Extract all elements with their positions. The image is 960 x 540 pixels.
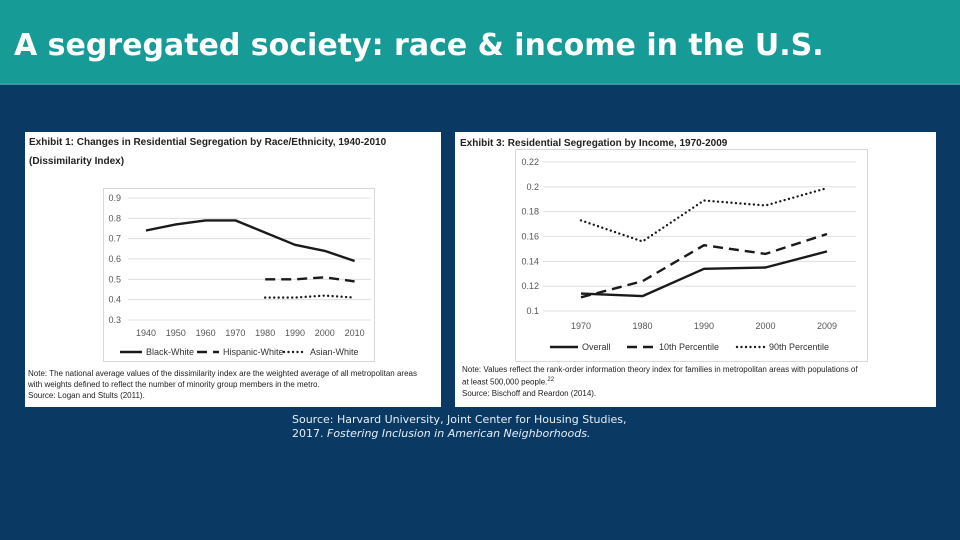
exhibit1-x-tick-label: 2000 xyxy=(315,328,335,338)
exhibit3-y-tick-label: 0.14 xyxy=(521,256,539,266)
exhibit1-note-line2: with weights defined to reflect the numb… xyxy=(28,380,320,389)
slide-source: Source: Harvard University, Joint Center… xyxy=(292,413,692,441)
exhibit1-x-tick-label: 1960 xyxy=(196,328,216,338)
exhibit1-series-black-white-line xyxy=(145,219,355,263)
exhibit1-note-source: Source: Logan and Stults (2011). xyxy=(28,391,145,400)
exhibit1-note: Note: The national average values of the… xyxy=(28,368,438,401)
exhibit3-note-line2-text: at least 500,000 people. xyxy=(462,377,548,387)
exhibit1-x-tick-label: 1990 xyxy=(285,328,305,338)
exhibit3-y-tick-label: 0.1 xyxy=(526,306,539,316)
source-line2: 2017. Fostering Inclusion in American Ne… xyxy=(292,427,692,441)
exhibit3-note-line1: Note: Values reflect the rank-order info… xyxy=(462,365,858,374)
exhibit3-y-tick-label: 0.2 xyxy=(526,182,539,192)
source-year: 2017. xyxy=(292,427,327,440)
exhibit1-y-tick-label: 0.5 xyxy=(108,274,121,284)
exhibit3-note-source: Source: Bischoff and Reardon (2014). xyxy=(462,388,597,398)
exhibit1-title: Exhibit 1: Changes in Residential Segreg… xyxy=(29,137,387,167)
exhibit1-y-tick-label: 0.4 xyxy=(108,295,121,305)
source-line1: Source: Harvard University, Joint Center… xyxy=(292,413,627,426)
exhibit3-legend-label-overall: Overall xyxy=(582,342,611,352)
exhibit3-y-tick-label: 0.22 xyxy=(521,157,539,167)
exhibit3-series-10th-percentile-line xyxy=(580,232,828,299)
exhibit1-note-line1: Note: The national average values of the… xyxy=(28,369,417,378)
exhibit1-x-tick-label: 1940 xyxy=(136,328,156,338)
exhibit3-x-tick-label: 1990 xyxy=(694,321,714,331)
exhibit3-y-tick-label: 0.18 xyxy=(521,207,539,217)
exhibit3-x-tick-label: 2009 xyxy=(817,321,837,331)
exhibit1-y-tick-label: 0.3 xyxy=(108,315,121,325)
exhibit3-x-tick-label: 1970 xyxy=(571,321,591,331)
exhibit3-series-overall-line xyxy=(580,250,828,298)
source-publication: Fostering Inclusion in American Neighbor… xyxy=(327,427,591,440)
exhibit1-panel: Exhibit 1: Changes in Residential Segreg… xyxy=(25,132,441,407)
exhibit1-legend-label-black-white: Black-White xyxy=(146,347,194,357)
exhibit3-note-footnote: 22 xyxy=(547,377,555,383)
exhibit3-note: Note: Values reflect the rank-order info… xyxy=(462,364,932,399)
exhibit3-note-line2: at least 500,000 people.22 xyxy=(462,375,932,388)
exhibit3-legend-label-90th-percentile: 90th Percentile xyxy=(769,342,829,352)
exhibit1-x-tick-label: 1950 xyxy=(166,328,186,338)
exhibit3-x-tick-label: 2000 xyxy=(755,321,775,331)
exhibit3-legend-label-10th-percentile: 10th Percentile xyxy=(659,342,719,352)
slide-title: A segregated society: race & income in t… xyxy=(14,28,824,63)
exhibit1-plot-frame xyxy=(103,188,375,362)
exhibit1-y-tick-label: 0.9 xyxy=(108,193,121,203)
exhibit3-plot-frame xyxy=(515,149,868,362)
exhibit3-series-90th-percentile-line xyxy=(579,186,829,243)
exhibit1-y-tick-label: 0.7 xyxy=(108,234,121,244)
exhibit1-series-asian-white-line xyxy=(264,294,356,299)
exhibit1-chart: 0.9 0.8 0.7 0.6 0.5 0.4 0.3 1940 1950 1960 1970 198… xyxy=(108,193,371,357)
exhibit3-x-tick-label: 1980 xyxy=(632,321,652,331)
exhibit1-x-tick-label: 1980 xyxy=(255,328,275,338)
exhibit3-y-tick-label: 0.16 xyxy=(521,232,539,242)
exhibit1-legend-label-hispanic-white: Hispanic-White xyxy=(223,347,284,357)
exhibit1-legend-label-asian-white: Asian-White xyxy=(310,347,359,357)
title-bar xyxy=(0,0,960,83)
exhibit3-chart: 0.22 0.2 0.18 0.16 0.14 0.12 0.1 1970 1980 1990 20… xyxy=(521,157,856,352)
exhibit1-x-tick-label: 2010 xyxy=(345,328,365,338)
exhibit3-title: Exhibit 3: Residential Segregation by In… xyxy=(460,138,728,149)
exhibit1-x-tick-label: 1970 xyxy=(225,328,245,338)
exhibit3-y-tick-label: 0.12 xyxy=(521,281,539,291)
exhibit1-y-tick-label: 0.8 xyxy=(108,213,121,223)
exhibit3-panel: Exhibit 3: Residential Segregation by In… xyxy=(455,132,936,407)
exhibit1-y-tick-label: 0.6 xyxy=(108,254,121,264)
title-divider xyxy=(0,83,960,85)
